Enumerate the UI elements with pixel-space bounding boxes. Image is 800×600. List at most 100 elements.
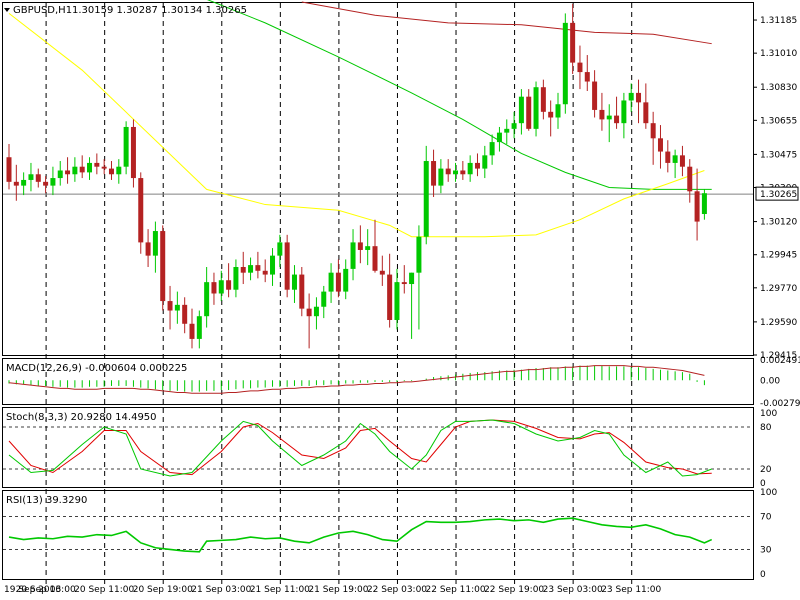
candle-body — [313, 306, 319, 317]
price-axis-label: 1.30120 — [760, 218, 797, 228]
stochastic-chart — [8, 419, 712, 477]
time-axis-label: 21 Sep 03:00 — [191, 585, 251, 595]
candle-body — [116, 166, 122, 175]
moving-average-lines — [8, 0, 712, 238]
triangle-down-icon[interactable] — [4, 8, 10, 12]
candle-body — [196, 316, 202, 339]
candle-body — [394, 282, 400, 320]
price-axis-label: 1.29415 — [760, 351, 797, 361]
candle-body — [577, 62, 583, 73]
candle-body — [504, 128, 510, 133]
price-axis-label: 1.30475 — [760, 150, 797, 160]
candle-body — [13, 181, 19, 186]
time-axis-label: 21 Sep 11:00 — [250, 585, 310, 595]
rsi-panel-frame — [2, 490, 754, 580]
rsi-axis-label: 0 — [760, 570, 766, 580]
candle-body — [50, 178, 56, 186]
candle-body — [533, 87, 539, 129]
candlesticks — [6, 3, 707, 349]
candle-body — [123, 126, 129, 167]
candle-body — [350, 242, 356, 269]
candle-body — [387, 274, 393, 320]
candle-body — [152, 231, 158, 256]
price-axis-label: 1.30830 — [760, 83, 797, 93]
candle-body — [189, 323, 195, 339]
candle-body — [540, 87, 546, 112]
candle-body — [672, 155, 678, 163]
candle-body — [277, 242, 283, 256]
macd-axis-label: -0.002796 — [760, 399, 800, 409]
time-axis-label: 22 Sep 11:00 — [426, 585, 486, 595]
current-price-tag — [755, 186, 799, 201]
ma-slow-line — [301, 1, 712, 45]
rsi-line — [8, 517, 713, 553]
candle-body — [174, 304, 180, 311]
candle-body — [379, 270, 385, 275]
candle-body — [570, 22, 576, 63]
candle-body — [226, 280, 232, 290]
stoch-axis-label: 20 — [760, 465, 772, 475]
rsi-chart — [8, 517, 713, 553]
time-axis-label: 21 Sep 19:00 — [308, 585, 368, 595]
candle-body — [679, 155, 685, 167]
stoch-axis-label: 0 — [760, 479, 766, 489]
candle-body — [28, 174, 34, 180]
price-axis-label: 1.29770 — [760, 284, 797, 294]
candle-body — [599, 109, 605, 120]
candle-body — [262, 270, 268, 275]
macd-signal-line — [8, 365, 705, 394]
candle-body — [606, 115, 612, 120]
stoch-signal-line — [8, 419, 712, 476]
candle-body — [108, 168, 114, 175]
candle-body — [657, 138, 663, 152]
candle-body — [445, 168, 451, 175]
rsi-axis: 100 70 30 0 — [760, 488, 777, 580]
candle-body — [101, 166, 107, 169]
candle-body — [416, 236, 422, 273]
price-axis-label: 1.30655 — [760, 116, 797, 126]
macd-title: MACD(12,26,9) -0.000604 0.000225 — [6, 363, 187, 374]
candle-body — [628, 92, 634, 101]
candle-body — [592, 81, 598, 110]
time-axis-label: 20 Sep 03:00 — [16, 585, 76, 595]
symbol-label: GBPUSD,H1 — [13, 5, 72, 16]
candle-body — [460, 170, 466, 175]
candle-body — [548, 111, 554, 118]
candle-body — [357, 242, 363, 250]
candle-body — [372, 246, 378, 271]
candle-body — [701, 193, 707, 215]
candle-body — [79, 166, 85, 173]
time-axis-label: 19 Sep 2016 — [4, 585, 61, 595]
candle-body — [511, 123, 517, 129]
candle-body — [218, 280, 224, 294]
price-axis-label: 1.29590 — [760, 318, 797, 328]
candle-body — [87, 162, 93, 173]
candle-body — [284, 242, 290, 290]
stoch-axis-label: 100 — [760, 409, 777, 419]
candle-body — [160, 231, 166, 302]
candle-body — [401, 282, 407, 285]
candle-body — [665, 151, 671, 163]
candle-body — [43, 181, 49, 186]
candle-body — [204, 282, 210, 317]
candle-body — [562, 22, 568, 105]
candle-body — [65, 170, 71, 175]
candle-body — [240, 267, 246, 273]
macd-panel-frame — [2, 358, 754, 405]
candle-body — [409, 272, 415, 285]
candle-body — [453, 170, 459, 175]
macd-axis-label: 0.002491 — [760, 356, 800, 366]
price-axis-label: 1.31010 — [760, 49, 797, 59]
candle-body — [248, 265, 254, 273]
ma-mid-line — [206, 0, 712, 190]
candle-body — [182, 304, 188, 324]
candle-body — [255, 265, 261, 271]
candle-body — [474, 162, 480, 169]
candle-body — [636, 92, 642, 103]
stoch-title: Stoch(8,3,3) 20.9280 14.4950 — [6, 412, 157, 423]
candle-body — [687, 166, 693, 192]
macd-axis: 0.002491 0.00 -0.002796 — [760, 356, 800, 409]
candle-body — [496, 132, 502, 143]
